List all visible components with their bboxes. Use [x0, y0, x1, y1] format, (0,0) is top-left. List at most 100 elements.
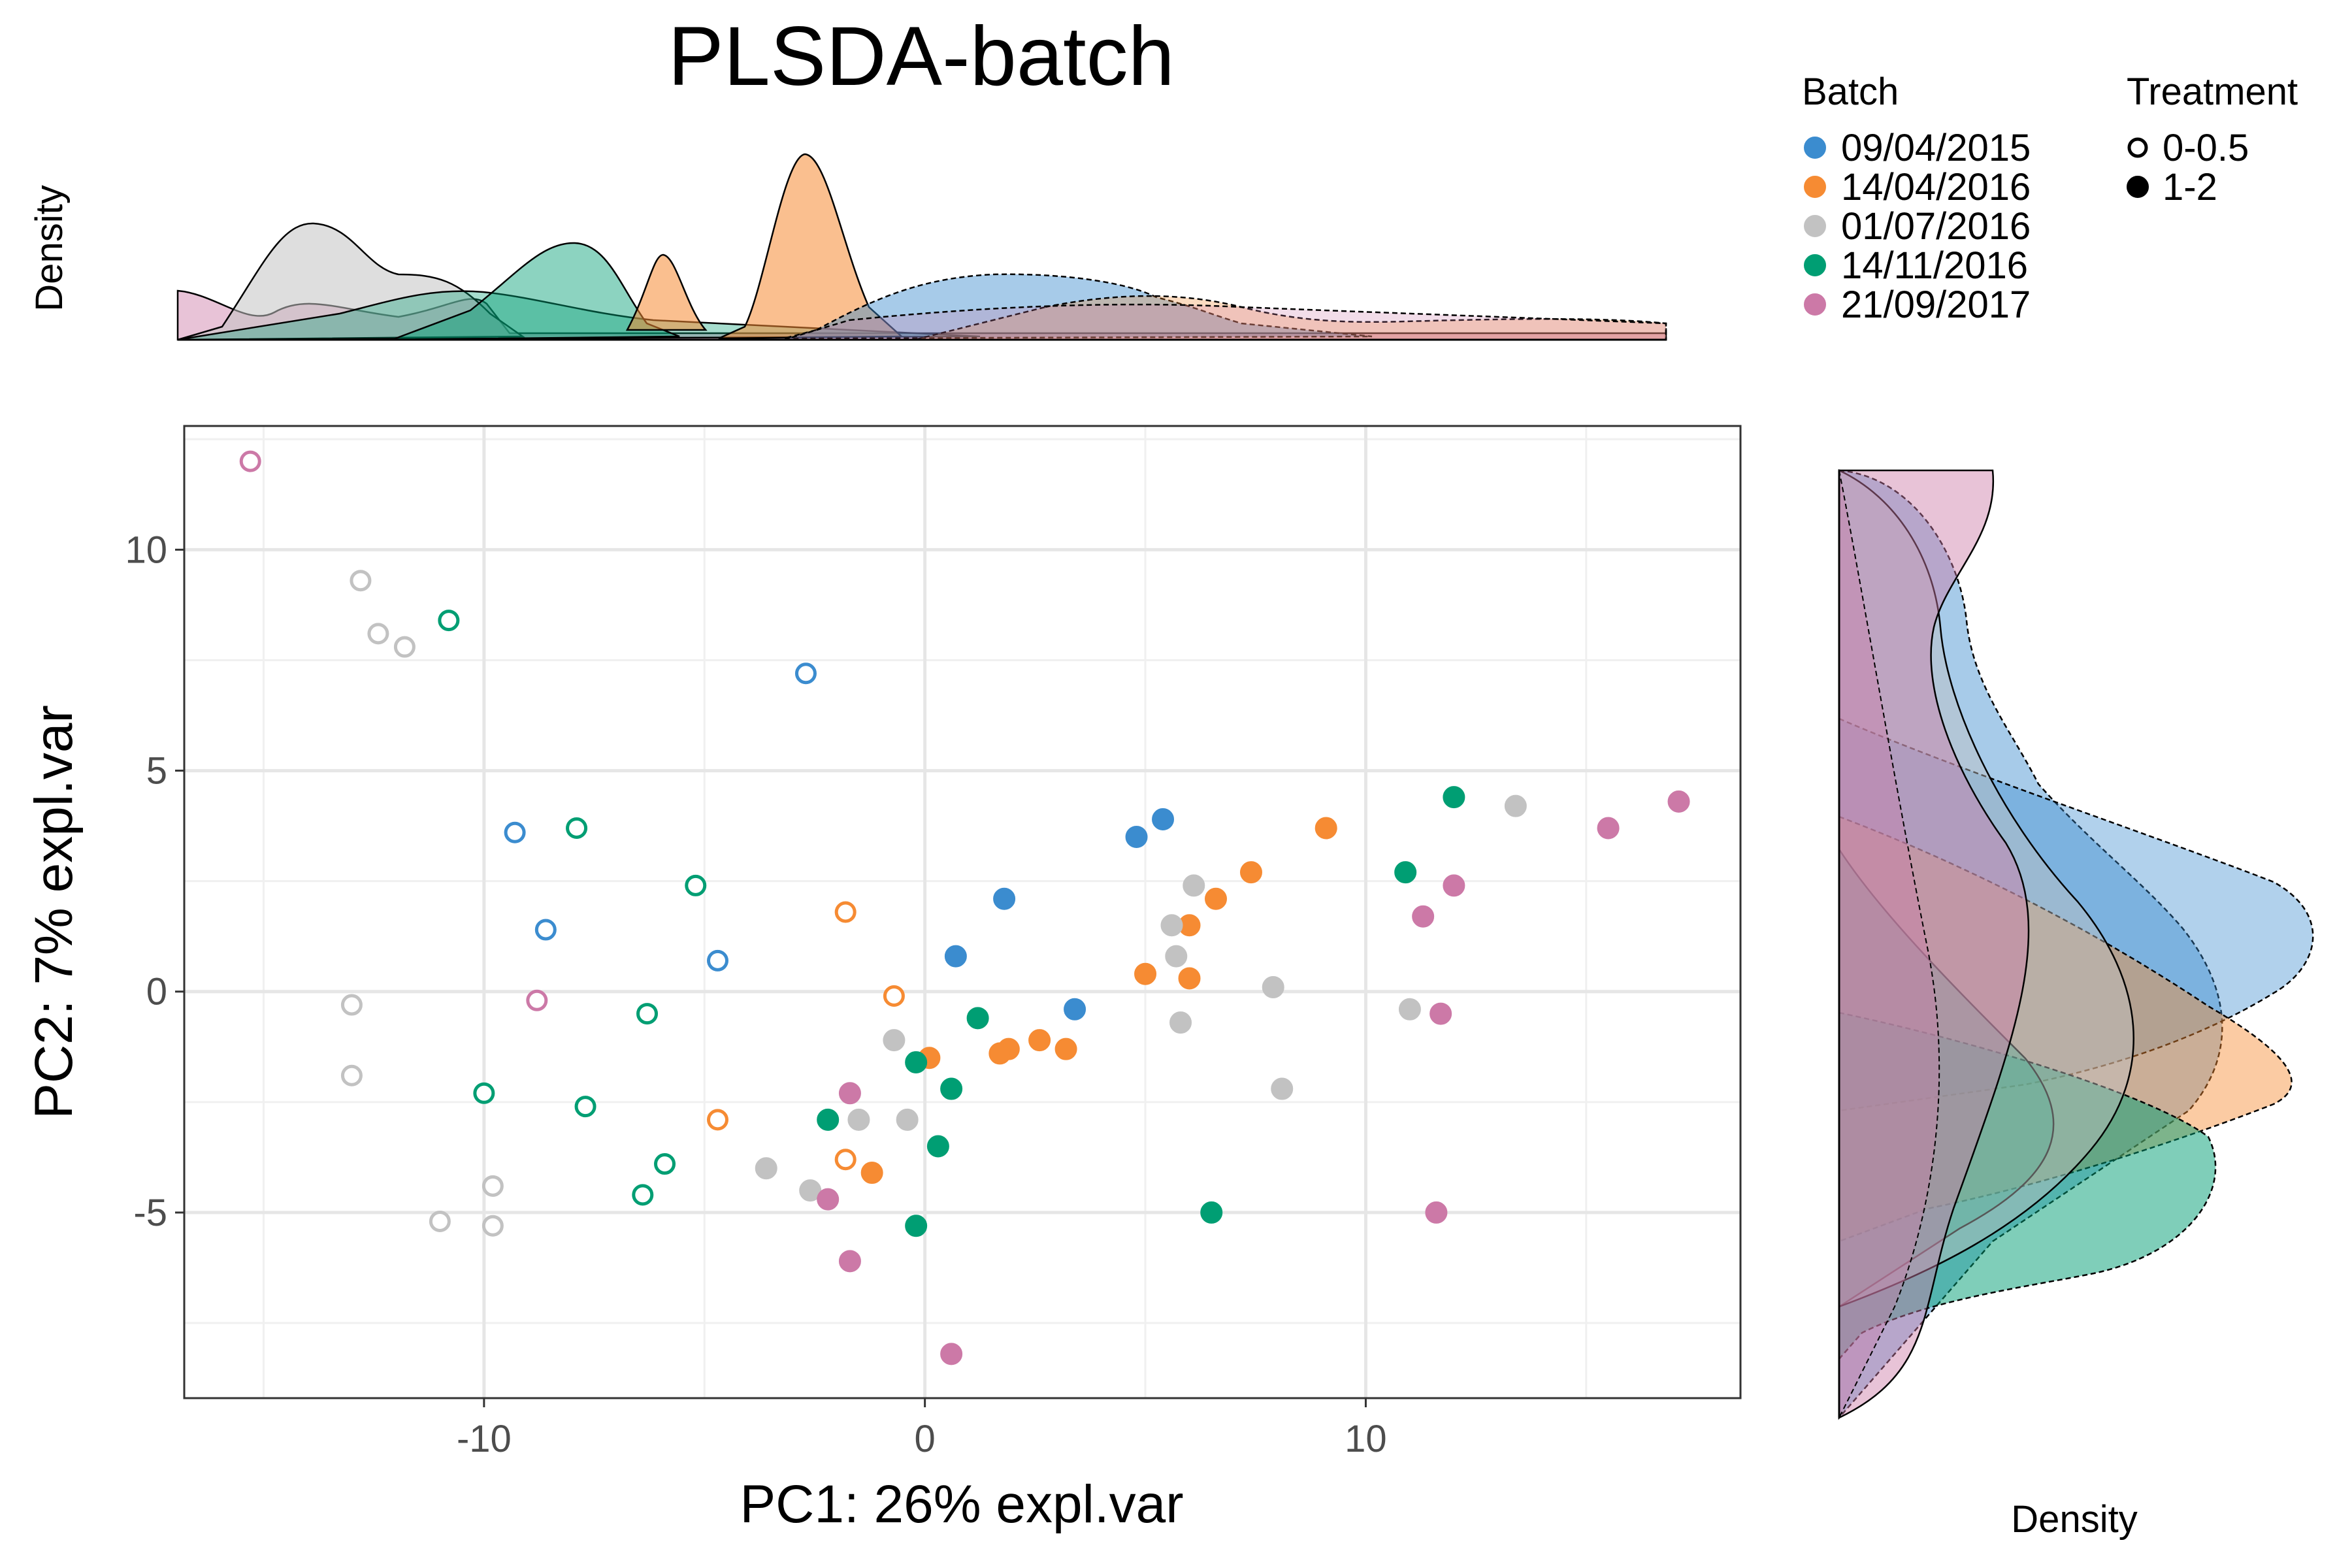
data-point [574, 1096, 596, 1118]
legend-treatment-swatch [2127, 137, 2148, 158]
data-point [799, 1179, 822, 1202]
data-point [1315, 817, 1337, 840]
data-point [1504, 794, 1527, 817]
data-point [966, 1007, 989, 1030]
data-point [1160, 914, 1183, 937]
data-point [834, 1149, 857, 1171]
data-point [1178, 967, 1201, 990]
data-point [654, 1153, 676, 1175]
data-point [1028, 1029, 1051, 1052]
y-tick-label: 10 [125, 529, 167, 571]
legend-batch-swatch [1804, 215, 1826, 237]
legend-treatment-swatch [2127, 176, 2149, 198]
data-point [838, 1250, 861, 1273]
data-point [393, 636, 416, 658]
legend-batch-label: 21/09/2017 [1841, 284, 2031, 326]
data-point [534, 919, 557, 941]
legend-batch-items: 09/04/201514/04/201601/07/201614/11/2016… [1804, 127, 2031, 326]
data-point [367, 623, 389, 645]
data-point [1398, 998, 1421, 1021]
plot-border [183, 425, 1742, 1399]
data-point [685, 874, 707, 896]
top-density-panel: Density [28, 153, 1667, 341]
data-point [1443, 786, 1465, 809]
data-point [1271, 1077, 1294, 1100]
data-point [1152, 808, 1175, 830]
data-point [940, 1343, 963, 1365]
right-density-label: Density [2011, 1498, 2137, 1541]
data-point [1443, 874, 1465, 897]
y-tick-label: 0 [146, 971, 167, 1013]
right-density-panel: Density [1838, 469, 2314, 1541]
data-point [1239, 861, 1262, 884]
legend-batch-label: 14/04/2016 [1841, 166, 2031, 208]
data-point [239, 450, 261, 472]
data-point [636, 1003, 659, 1025]
legend-batch-title: Batch [1802, 71, 1899, 113]
grid-lines [184, 426, 1740, 1398]
data-point [526, 989, 548, 1011]
data-point [1169, 1011, 1192, 1034]
data-point [350, 570, 372, 592]
legend: Batch 09/04/201514/04/201601/07/201614/1… [1802, 71, 2298, 326]
data-point [482, 1175, 504, 1197]
data-point [1054, 1037, 1077, 1060]
data-point [944, 945, 967, 968]
legend-treatment-title: Treatment [2127, 71, 2298, 113]
data-point [847, 1108, 870, 1131]
data-point [988, 1042, 1011, 1065]
data-point [429, 1210, 451, 1232]
data-point [1425, 1201, 1448, 1224]
y-tick-label: 5 [146, 750, 167, 792]
x-axis-ticks: -10 0 10 [457, 1398, 1387, 1460]
data-point [706, 1109, 728, 1131]
data-point [1262, 975, 1284, 998]
data-point [905, 1215, 928, 1237]
data-points [239, 450, 1690, 1365]
data-point [905, 1051, 928, 1073]
data-point [1429, 1002, 1452, 1025]
data-point [940, 1077, 963, 1100]
legend-batch-swatch [1804, 254, 1826, 276]
data-point [834, 901, 857, 923]
legend-batch-swatch [1804, 137, 1826, 159]
y-axis-ticks: -5 0 5 10 [125, 529, 184, 1234]
data-point [1183, 874, 1205, 897]
legend-treatment-label: 1-2 [2163, 166, 2217, 208]
data-point [566, 817, 588, 839]
data-point [1394, 861, 1417, 884]
data-point [755, 1157, 777, 1180]
legend-batch-label: 01/07/2016 [1841, 205, 2031, 248]
data-point [838, 1082, 861, 1105]
data-point [340, 1064, 363, 1086]
legend-batch-swatch [1804, 293, 1826, 316]
scatter-panel: -10 0 10 -5 0 5 10 PC1: 26% expl.var PC2: 7% … [24, 425, 1742, 1534]
y-axis-label: PC2: 7% expl.var [24, 705, 84, 1119]
data-point [993, 887, 1016, 910]
chart-title: PLSDA-batch [668, 10, 1175, 103]
data-point [1597, 817, 1620, 840]
data-point [1134, 962, 1157, 985]
data-point [1412, 905, 1435, 928]
data-point [706, 949, 728, 972]
data-point [438, 610, 460, 632]
data-point [340, 994, 363, 1016]
data-point [473, 1082, 495, 1104]
data-point [794, 662, 817, 685]
data-point [1125, 826, 1148, 849]
data-point [1165, 945, 1188, 968]
data-point [1205, 887, 1228, 910]
legend-treatment-label: 0-0.5 [2163, 127, 2249, 169]
y-tick-label: -5 [133, 1192, 167, 1234]
legend-batch-swatch [1804, 176, 1826, 198]
x-tick-label: 0 [915, 1418, 936, 1460]
right-density-curves [1838, 469, 2314, 1420]
data-point [1200, 1201, 1223, 1224]
data-point [632, 1184, 654, 1206]
x-tick-label: 10 [1345, 1418, 1387, 1460]
legend-treatment-items: 0-0.51-2 [2127, 127, 2249, 208]
x-tick-label: -10 [457, 1418, 512, 1460]
data-point [504, 821, 526, 843]
legend-batch-label: 09/04/2015 [1841, 127, 2031, 169]
data-point [926, 1135, 949, 1158]
